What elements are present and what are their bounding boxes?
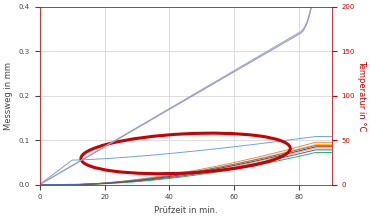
Y-axis label: Temperatur in °C: Temperatur in °C: [357, 60, 366, 131]
X-axis label: Prüfzeit in min.: Prüfzeit in min.: [154, 206, 218, 215]
Y-axis label: Messweg in mm: Messweg in mm: [4, 62, 13, 130]
